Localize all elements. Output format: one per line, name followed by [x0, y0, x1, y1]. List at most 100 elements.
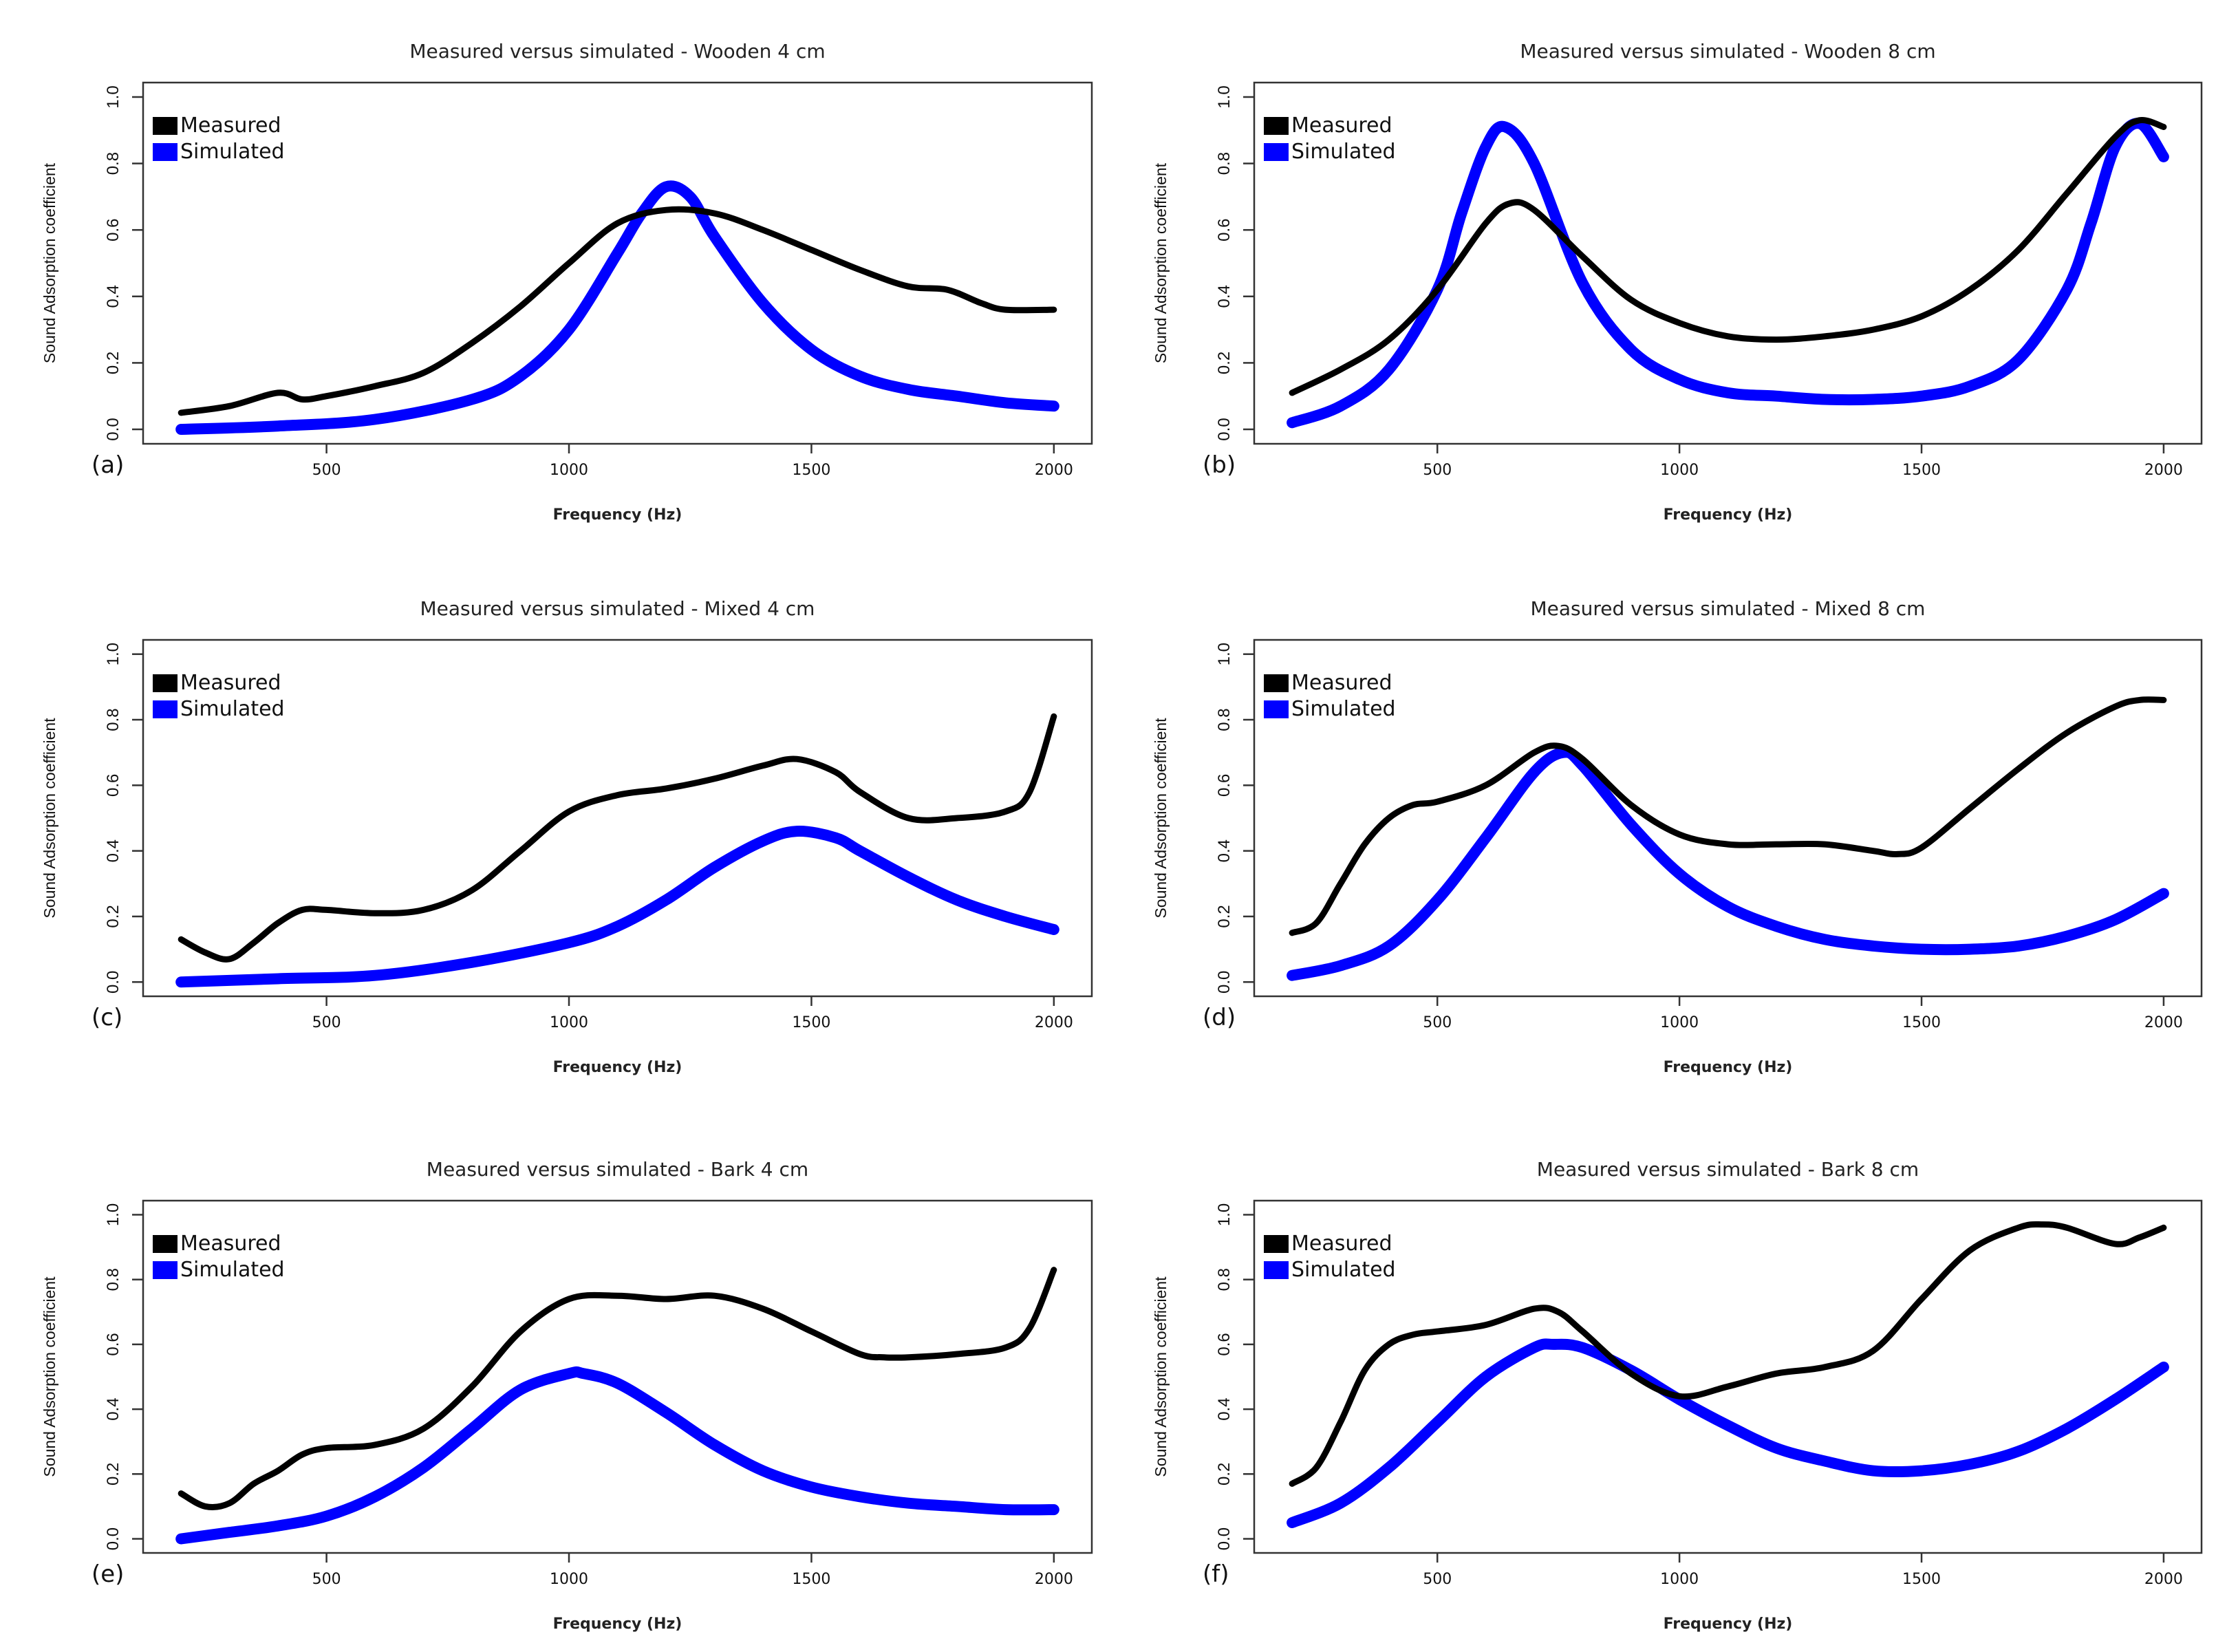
chart-panel-3: Measured versus simulated - Mixed 4 cm So…: [41, 597, 1093, 1076]
x-tick-label: 1000: [550, 462, 588, 479]
y-tick-label: 1.0: [104, 643, 122, 665]
panel-label: (a): [92, 451, 124, 479]
legend-swatch-simulated: [153, 143, 177, 161]
x-tick-label: 1000: [550, 1571, 588, 1588]
y-tick-label: 1.0: [104, 1203, 122, 1226]
y-tick-label: 0.2: [1215, 905, 1234, 927]
legend-label-simulated: Simulated: [1291, 1258, 1396, 1282]
y-tick-label: 0.2: [104, 905, 122, 927]
y-tick-label: 1.0: [1215, 85, 1234, 108]
series-line-simulated: [175, 1366, 1059, 1545]
y-tick-label: 0.8: [104, 1268, 122, 1291]
y-tick-label: 0.0: [1215, 971, 1234, 994]
series-line-measured: [177, 206, 1057, 416]
x-tick-label: 2000: [1035, 1571, 1073, 1588]
plot-frame: [142, 639, 1093, 998]
chart-panel-4: Measured versus simulated - Mixed 8 cm So…: [1152, 597, 2203, 1076]
legend-label-measured: Measured: [1291, 671, 1392, 695]
series-line-simulated: [175, 180, 1059, 435]
panel-label: (c): [92, 1004, 122, 1031]
plot-frame: [142, 1199, 1093, 1554]
legend-swatch-simulated: [1264, 1261, 1289, 1279]
y-tick-label: 0.2: [1215, 352, 1234, 374]
y-tick-label: 0.6: [104, 1333, 122, 1355]
legend-swatch-simulated: [1264, 143, 1289, 161]
series-line-simulated: [1287, 747, 2169, 981]
legend-swatch-simulated: [153, 700, 177, 718]
x-tick-label: 500: [312, 1571, 341, 1588]
y-tick-label: 0.8: [104, 708, 122, 731]
series-line-simulated: [175, 826, 1059, 988]
x-tick-label: 2000: [2144, 1014, 2183, 1031]
legend-label-simulated: Simulated: [1291, 140, 1396, 164]
chart-title: Measured versus simulated - Wooden 4 cm: [409, 40, 825, 63]
x-tick-label: 1500: [1902, 1014, 1941, 1031]
legend-swatch-measured: [153, 674, 177, 692]
x-tick-label: 2000: [1035, 1014, 1073, 1031]
legend-label-simulated: Simulated: [180, 140, 285, 164]
series-line-measured: [1289, 696, 2167, 936]
panel-label: (f): [1203, 1560, 1229, 1588]
series-line-measured: [177, 1267, 1057, 1510]
y-axis-label: Sound Adsorption coefficient: [41, 718, 58, 919]
series-line-measured: [1289, 1221, 2167, 1487]
x-tick-label: 1000: [550, 1014, 588, 1031]
chart-panel-1: Measured versus simulated - Wooden 4 cm S…: [41, 40, 1093, 524]
y-tick-label: 1.0: [1215, 643, 1234, 665]
plot-frame: [1253, 639, 2203, 998]
x-axis-label: Frequency (Hz): [1664, 1616, 1793, 1633]
panel-label: (e): [92, 1560, 124, 1588]
x-axis-label: Frequency (Hz): [553, 1059, 682, 1076]
x-tick-label: 1000: [1660, 1571, 1699, 1588]
y-axis-label: Sound Adsorption coefficient: [41, 162, 58, 363]
legend-swatch-simulated: [1264, 700, 1289, 718]
x-tick-label: 1500: [1902, 1571, 1941, 1588]
x-axis-label: Frequency (Hz): [553, 1616, 682, 1633]
legend-label-measured: Measured: [180, 1232, 281, 1256]
y-tick-label: 0.8: [1215, 708, 1234, 731]
series-line-simulated: [1287, 118, 2169, 429]
chart-panel-2: Measured versus simulated - Wooden 8 cm S…: [1152, 40, 2203, 524]
x-axis-label: Frequency (Hz): [1664, 506, 1793, 524]
panel-label: (b): [1203, 451, 1236, 479]
chart-panel-5: Measured versus simulated - Bark 4 cm Sou…: [41, 1158, 1093, 1633]
x-tick-label: 1500: [792, 1014, 830, 1031]
x-axis-label: Frequency (Hz): [553, 506, 682, 524]
legend-swatch-measured: [153, 117, 177, 135]
x-tick-label: 2000: [2144, 1571, 2183, 1588]
legend-label-measured: Measured: [180, 671, 281, 695]
y-tick-label: 0.0: [1215, 418, 1234, 440]
chart-title: Measured versus simulated - Mixed 4 cm: [420, 597, 815, 620]
legend-swatch-measured: [1264, 1235, 1289, 1253]
y-tick-label: 0.6: [1215, 774, 1234, 797]
y-tick-label: 0.4: [104, 285, 122, 308]
x-tick-label: 2000: [2144, 462, 2183, 479]
y-tick-label: 0.4: [1215, 285, 1234, 308]
y-axis-label: Sound Adsorption coefficient: [1152, 718, 1170, 919]
y-tick-label: 1.0: [1215, 1203, 1234, 1226]
y-tick-label: 0.6: [104, 219, 122, 242]
y-axis-label: Sound Adsorption coefficient: [1152, 162, 1170, 363]
plot-frame: [1253, 1199, 2203, 1554]
x-tick-label: 1500: [792, 1571, 830, 1588]
y-axis-label: Sound Adsorption coefficient: [1152, 1276, 1170, 1477]
x-tick-label: 1000: [1660, 462, 1699, 479]
y-tick-label: 0.0: [1215, 1527, 1234, 1550]
y-tick-label: 0.0: [104, 418, 122, 440]
x-tick-label: 1500: [1902, 462, 1941, 479]
y-tick-label: 0.6: [1215, 219, 1234, 242]
y-tick-label: 0.4: [1215, 1397, 1234, 1420]
x-tick-label: 500: [312, 462, 341, 479]
panel-label: (d): [1203, 1004, 1236, 1031]
legend-swatch-measured: [153, 1235, 177, 1253]
x-tick-label: 1000: [1660, 1014, 1699, 1031]
x-axis-label: Frequency (Hz): [1664, 1059, 1793, 1076]
y-tick-label: 0.4: [104, 839, 122, 862]
y-tick-label: 0.6: [1215, 1333, 1234, 1355]
legend-swatch-measured: [1264, 117, 1289, 135]
x-tick-label: 500: [1423, 1571, 1452, 1588]
y-tick-label: 0.8: [1215, 1268, 1234, 1291]
legend-swatch-simulated: [153, 1261, 177, 1279]
y-tick-label: 0.0: [104, 971, 122, 994]
